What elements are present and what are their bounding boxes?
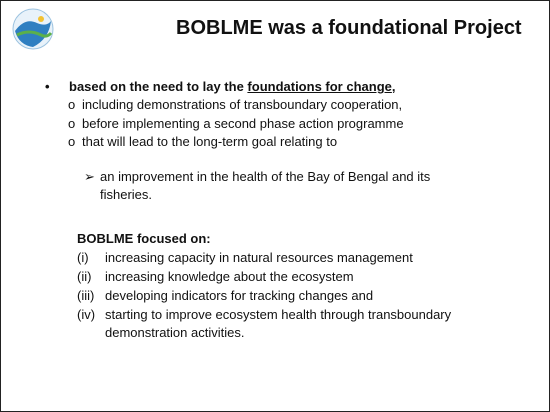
- focus-item: (iii) developing indicators for tracking …: [77, 287, 525, 305]
- sub-sub-text: an improvement in the health of the Bay …: [100, 169, 431, 202]
- sub-marker: o: [68, 134, 76, 149]
- focus-item: (iv) starting to improve ecosystem health…: [77, 306, 525, 342]
- sub-sub-item: ➢ an improvement in the health of the Ba…: [84, 168, 460, 204]
- bullet-underlined: foundations for change: [247, 79, 392, 94]
- sub-item: o that will lead to the long-term goal re…: [68, 133, 542, 151]
- focus-text: starting to improve ecosystem health thr…: [105, 307, 452, 340]
- focus-item: (ii) increasing knowledge about the ecosy…: [77, 268, 525, 286]
- focus-marker: (iii): [77, 288, 95, 303]
- sub-marker: o: [68, 97, 76, 112]
- logo: [12, 8, 54, 50]
- focus-text: increasing capacity in natural resources…: [105, 250, 413, 265]
- sub-text: before implementing a second phase actio…: [82, 115, 404, 131]
- focus-item: (i) increasing capacity in natural resour…: [77, 249, 525, 267]
- bullet: • based on the need to lay the foundatio…: [45, 79, 396, 94]
- bullet-text: based on the need to lay the: [69, 79, 248, 94]
- section-heading: BOBLME focused on:: [77, 231, 211, 246]
- focus-marker: (i): [77, 250, 89, 265]
- slide-title: BOBLME was a foundational Project: [176, 17, 522, 39]
- bullet-suffix: ,: [391, 79, 396, 94]
- focus-marker: (ii): [77, 269, 92, 284]
- sub-item: o including demonstrations of transbounda…: [68, 96, 542, 114]
- sub-marker: o: [68, 115, 76, 131]
- sub-text: that will lead to the long-term goal rel…: [82, 134, 338, 149]
- focus-text: increasing knowledge about the ecosystem: [105, 269, 354, 284]
- sub-text: including demonstrations of transboundar…: [82, 97, 403, 112]
- focus-text: developing indicators for tracking chang…: [105, 288, 374, 303]
- focus-marker: (iv): [77, 307, 96, 322]
- sub-item: o before implementing a second phase acti…: [68, 115, 542, 133]
